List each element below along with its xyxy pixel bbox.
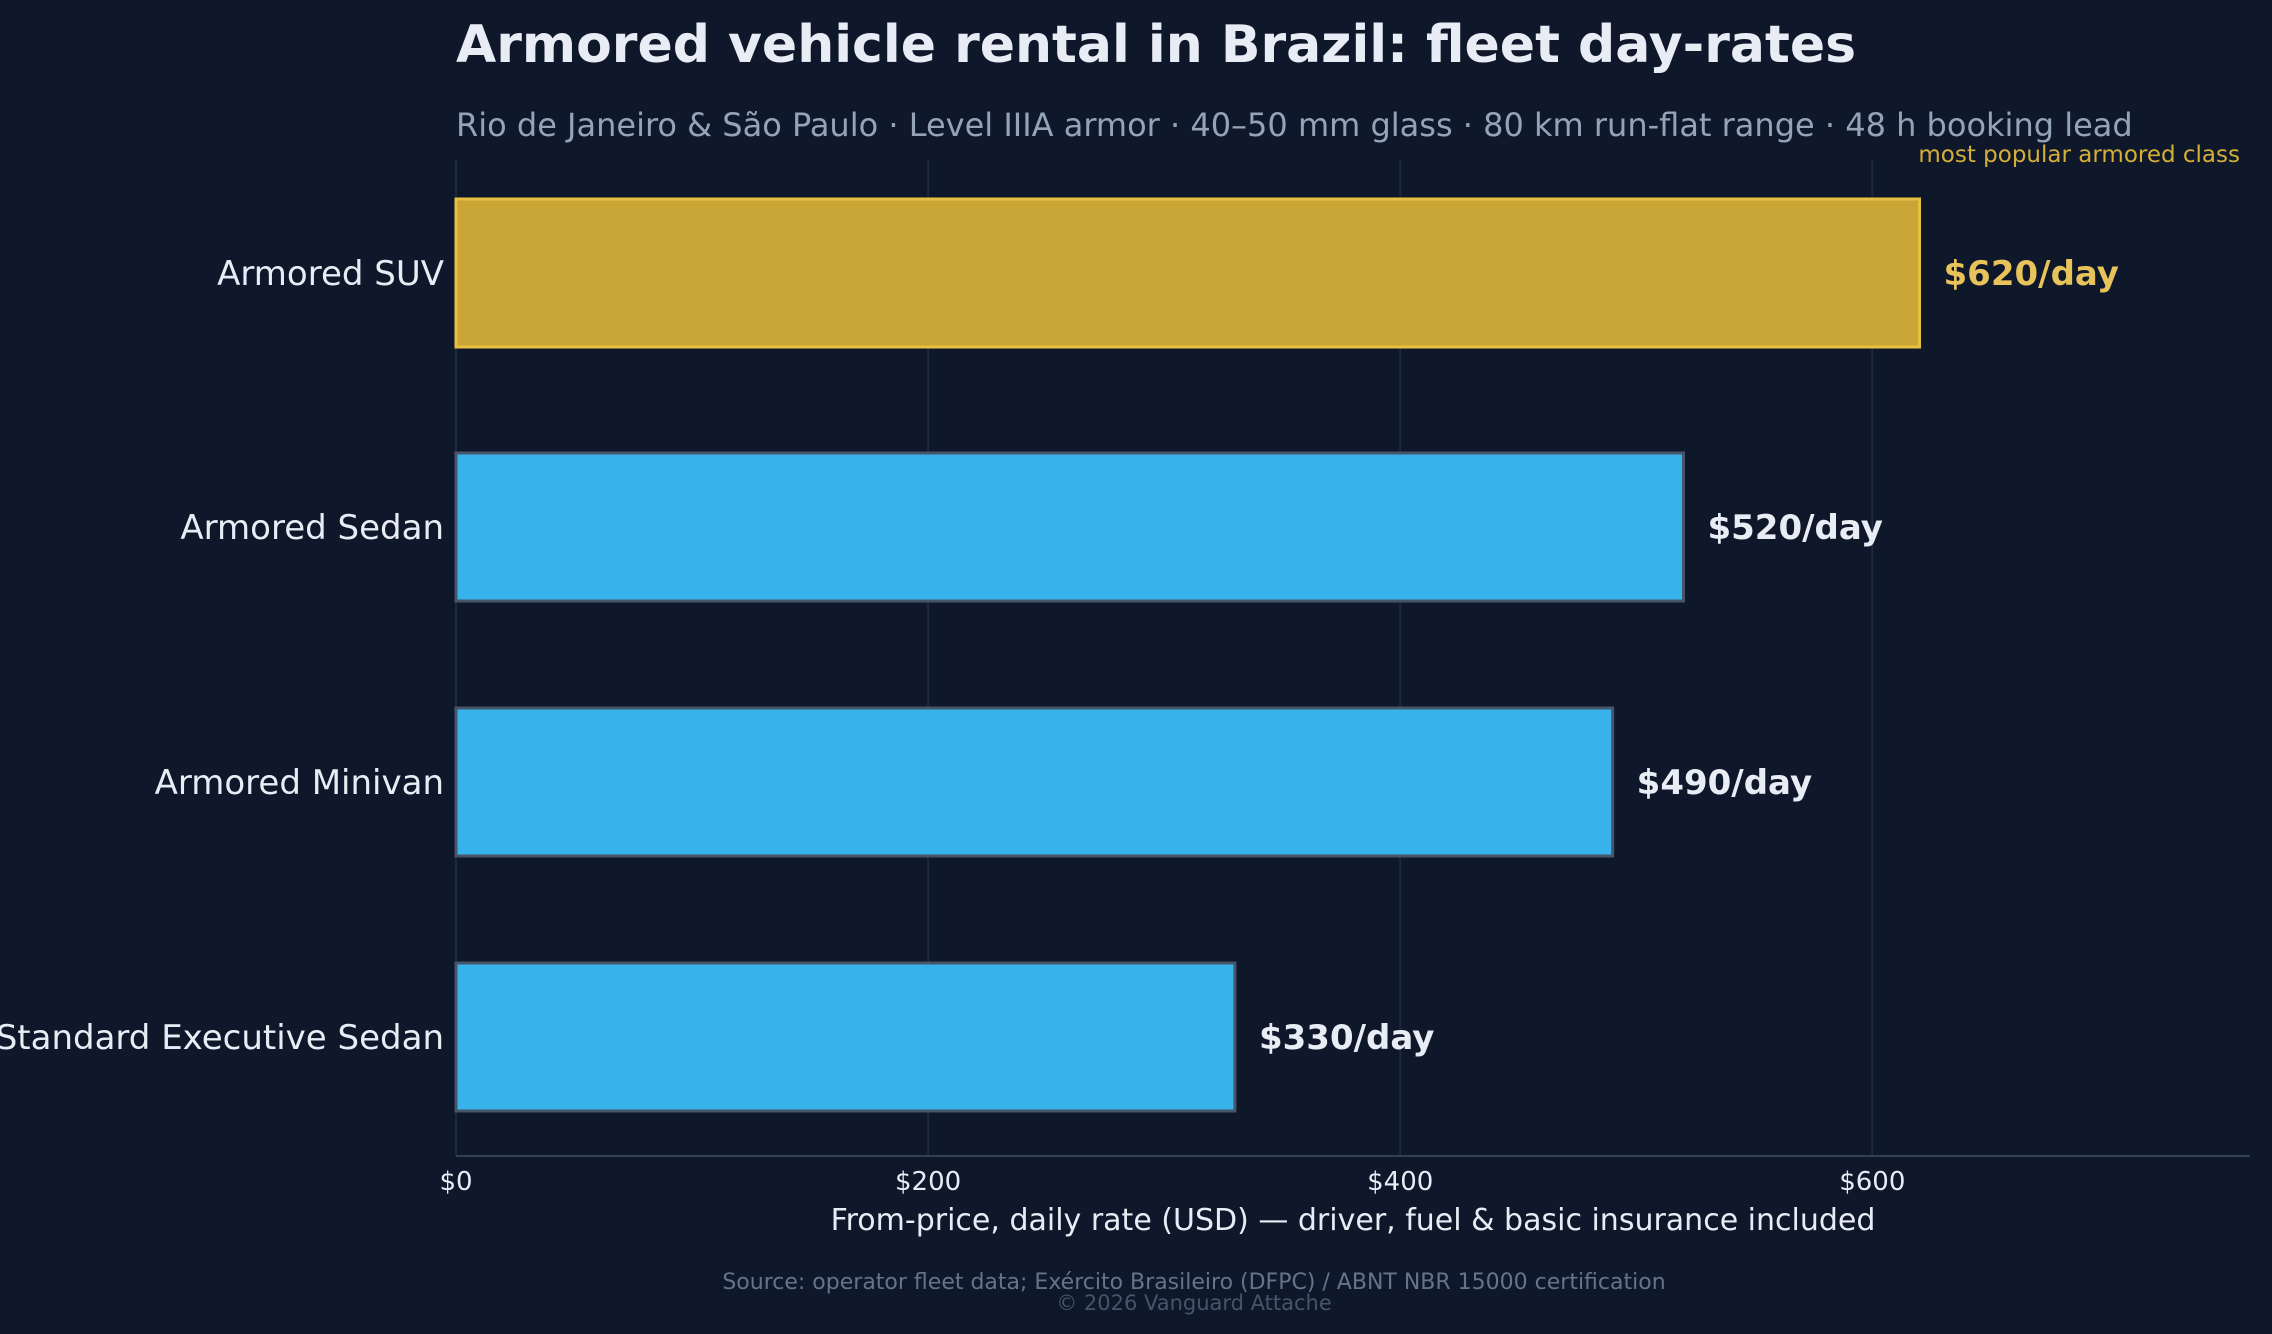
chart-subtitle: Rio de Janeiro & São Paulo · Level IIIA … bbox=[456, 106, 2133, 144]
category-label: Armored Minivan bbox=[155, 763, 444, 803]
x-axis-ticks: $0 $200 $400 $600 bbox=[439, 1167, 1905, 1197]
value-label: $520/day bbox=[1707, 508, 1882, 548]
value-label: $620/day bbox=[1944, 254, 2119, 294]
source-note: Source: operator fleet data; Exército Br… bbox=[722, 1270, 1665, 1295]
copyright-note: © 2026 Vanguard Attache bbox=[1056, 1291, 1332, 1315]
x-tick-label: $0 bbox=[439, 1167, 472, 1197]
chart-title: Armored vehicle rental in Brazil: fleet … bbox=[456, 15, 1856, 75]
bar bbox=[454, 706, 1615, 858]
labels: Armored SUV $620/day Armored Sedan $520/day… bbox=[0, 254, 2119, 1058]
value-label: $330/day bbox=[1259, 1018, 1434, 1058]
x-tick-label: $400 bbox=[1367, 1167, 1433, 1197]
category-label: Standard Executive Sedan bbox=[0, 1018, 444, 1058]
category-label: Armored Sedan bbox=[180, 508, 444, 548]
highlight-annotation: most popular armored class bbox=[1918, 142, 2240, 168]
bar bbox=[454, 451, 1685, 603]
x-tick-label: $200 bbox=[895, 1167, 961, 1197]
x-tick-label: $600 bbox=[1839, 1167, 1905, 1197]
bars bbox=[454, 197, 1922, 1113]
bar bbox=[454, 197, 1922, 349]
bar bbox=[454, 961, 1237, 1113]
x-axis-title: From-price, daily rate (USD) — driver, f… bbox=[831, 1203, 1876, 1238]
value-label: $490/day bbox=[1637, 763, 1812, 803]
category-label: Armored SUV bbox=[217, 254, 444, 294]
